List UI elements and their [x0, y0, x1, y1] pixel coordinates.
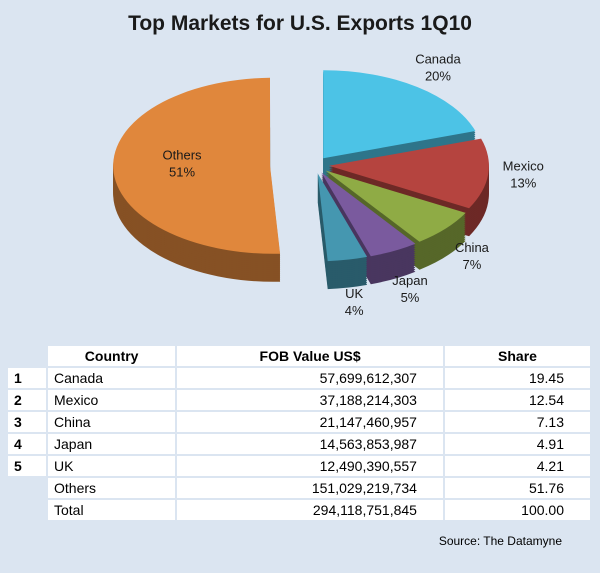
rank-cell	[8, 478, 46, 498]
slice-label: Japan 5%	[392, 273, 427, 305]
slice	[328, 138, 489, 209]
header-row: Country FOB Value US$ Share	[8, 346, 590, 366]
slice-label: China 7%	[455, 240, 490, 272]
country-cell: Japan	[48, 434, 176, 454]
country-cell: UK	[48, 456, 176, 476]
fob-cell: 37,188,214,303	[177, 390, 443, 410]
table-row: 1 Canada 57,699,612,307 19.45	[8, 368, 590, 388]
slice-value: 20%	[425, 68, 451, 83]
slice-label: Canada 20%	[415, 51, 461, 83]
slice	[113, 77, 281, 254]
rank-cell: 4	[8, 434, 46, 454]
slice-name: Mexico	[503, 159, 544, 174]
chart-title: Top Markets for U.S. Exports 1Q10	[128, 12, 472, 35]
rank-cell: 1	[8, 368, 46, 388]
share-cell: 51.76	[444, 478, 590, 498]
fob-cell: 294,118,751,845	[177, 500, 443, 520]
fob-cell: 151,029,219,734	[177, 478, 443, 498]
table-row: 4 Japan 14,563,853,987 4.91	[8, 434, 590, 454]
slice-name: China	[455, 240, 490, 255]
header-cell: FOB Value US$	[177, 346, 443, 366]
slice-value: 5%	[401, 290, 420, 305]
rank-cell: 2	[8, 390, 46, 410]
slice-label: Others 51%	[163, 147, 203, 179]
rank-cell	[8, 500, 46, 520]
slice-label: UK 4%	[345, 286, 364, 318]
share-cell: 100.00	[444, 500, 590, 520]
share-cell: 4.21	[444, 456, 590, 476]
slice-value: 4%	[345, 303, 364, 318]
share-cell: 4.91	[444, 434, 590, 454]
share-cell: 7.13	[444, 412, 590, 432]
country-cell: China	[48, 412, 176, 432]
country-cell: Mexico	[48, 390, 176, 410]
share-cell: 12.54	[444, 390, 590, 410]
slice-name: Canada	[415, 51, 461, 66]
slice-value: 7%	[463, 257, 482, 272]
country-cell: Others	[48, 478, 176, 498]
slice	[323, 70, 476, 159]
slice-name: Others	[163, 147, 203, 162]
header-cell: Share	[444, 346, 590, 366]
slice-name: UK	[345, 286, 363, 301]
rank-cell: 5	[8, 456, 46, 476]
table-row: Others 151,029,219,734 51.76	[8, 478, 590, 498]
fob-cell: 12,490,390,557	[177, 456, 443, 476]
source: Source: The Datamyne	[438, 534, 562, 548]
share-cell: 19.45	[444, 368, 590, 388]
country-cell: Canada	[48, 368, 176, 388]
fob-cell: 14,563,853,987	[177, 434, 443, 454]
slice-label: Mexico 13%	[503, 159, 544, 191]
data-table: Country FOB Value US$ Share 1 Canada 57,699,6…	[6, 344, 592, 522]
slice-name: Japan	[392, 273, 427, 288]
table-row: 5 UK 12,490,390,557 4.21	[8, 456, 590, 476]
rank-cell: 3	[8, 412, 46, 432]
table-row: 3 China 21,147,460,957 7.13	[8, 412, 590, 432]
table-row: 2 Mexico 37,188,214,303 12.54	[8, 390, 590, 410]
header-cell: Country	[48, 346, 176, 366]
table-row: Total 294,118,751,845 100.00	[8, 500, 590, 520]
country-cell: Total	[48, 500, 176, 520]
fob-cell: 57,699,612,307	[177, 368, 443, 388]
header-cell	[8, 346, 46, 366]
fob-cell: 21,147,460,957	[177, 412, 443, 432]
chart: Top Markets for U.S. Exports 1Q10 Canada…	[113, 12, 544, 318]
slice-value: 13%	[510, 176, 536, 191]
slice	[325, 170, 466, 242]
slice-value: 51%	[169, 164, 195, 179]
slice	[321, 172, 416, 257]
slice	[317, 173, 368, 262]
